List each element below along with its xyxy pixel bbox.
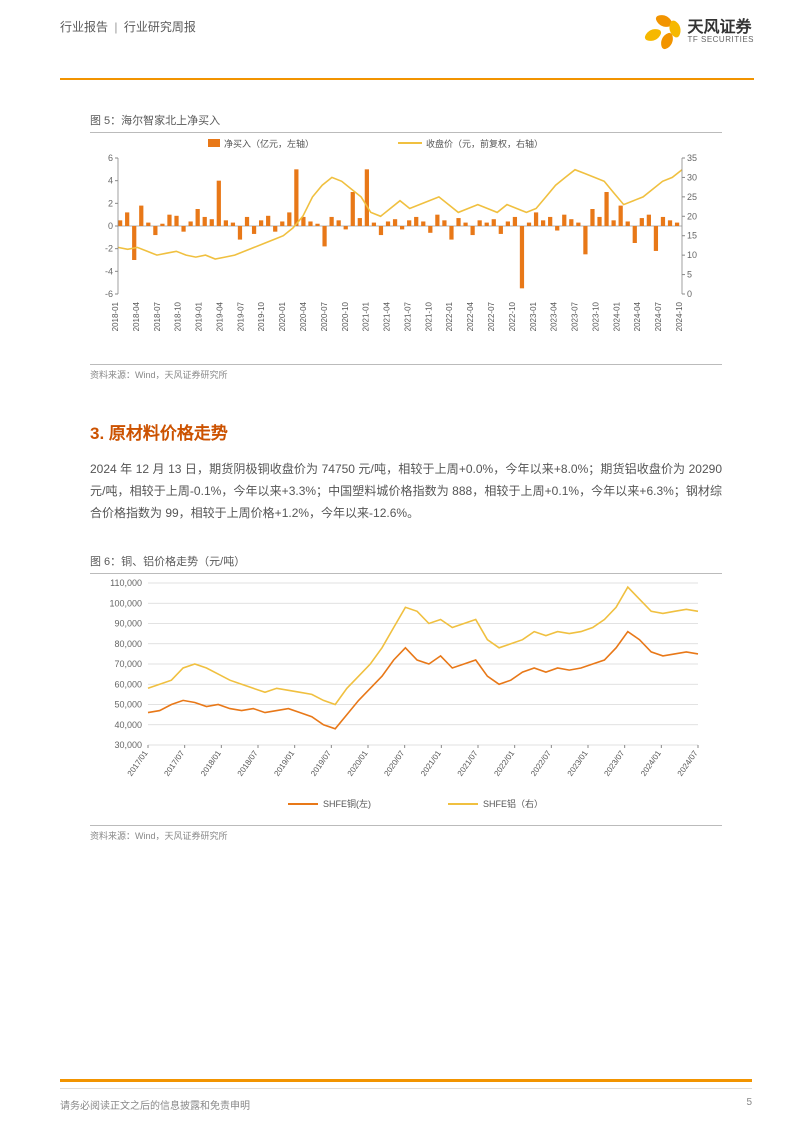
svg-text:40,000: 40,000	[114, 719, 142, 729]
svg-text:SHFE铝（右）: SHFE铝（右）	[483, 798, 543, 809]
report-subcategory: 行业研究周报	[124, 20, 196, 34]
logo-text-en: TF SECURITIES	[687, 36, 754, 45]
svg-text:2019-01: 2019-01	[195, 301, 204, 331]
chart6-block: 图 6：铜、铝价格走势（元/吨） 30,000 40,000 50,000 60,00…	[90, 553, 722, 842]
svg-text:2020/07: 2020/07	[382, 748, 406, 777]
svg-text:4: 4	[108, 176, 113, 186]
svg-text:30: 30	[687, 172, 697, 182]
footer-disclaimer: 请务必阅读正文之后的信息披露和免责申明	[60, 1097, 250, 1112]
logo-icon	[646, 14, 682, 50]
svg-text:2023/01: 2023/01	[566, 748, 590, 777]
report-category: 行业报告	[60, 20, 108, 34]
svg-text:2022-07: 2022-07	[487, 301, 496, 331]
svg-text:80,000: 80,000	[114, 638, 142, 648]
svg-text:20: 20	[687, 211, 697, 221]
svg-text:2021/07: 2021/07	[456, 748, 480, 777]
svg-text:2024/07: 2024/07	[676, 748, 700, 777]
svg-text:2019/01: 2019/01	[272, 748, 296, 777]
svg-text:2017/01: 2017/01	[126, 748, 150, 777]
logo-text-cn: 天风证券	[687, 19, 754, 37]
svg-text:2020-01: 2020-01	[278, 301, 287, 331]
svg-text:收盘价（元，前复权，右轴）: 收盘价（元，前复权，右轴）	[426, 138, 543, 149]
svg-text:-2: -2	[105, 244, 113, 254]
page-footer: 请务必阅读正文之后的信息披露和免责申明 5	[0, 1069, 802, 1133]
svg-text:2019-04: 2019-04	[215, 301, 224, 331]
svg-text:2024-04: 2024-04	[633, 301, 642, 331]
svg-text:2021-01: 2021-01	[362, 301, 371, 331]
svg-text:2023-10: 2023-10	[591, 301, 600, 331]
chart5-block: 图 5：海尔智家北上净买入 净买入（亿元，左轴） 收盘价（元，前复权，右轴） -6 -…	[90, 112, 722, 381]
svg-text:50,000: 50,000	[114, 699, 142, 709]
svg-text:SHFE铜(左): SHFE铜(左)	[323, 798, 371, 809]
svg-text:2022/07: 2022/07	[529, 748, 553, 777]
svg-text:0: 0	[687, 289, 692, 299]
svg-text:2020-10: 2020-10	[341, 301, 350, 331]
svg-text:2018-10: 2018-10	[174, 301, 183, 331]
svg-text:2020-07: 2020-07	[320, 301, 329, 331]
svg-text:2017/07: 2017/07	[162, 748, 186, 777]
section3-body: 2024 年 12 月 13 日，期货阴极铜收盘价为 74750 元/吨，相较于…	[90, 458, 722, 525]
svg-text:5: 5	[687, 270, 692, 280]
svg-text:2024/01: 2024/01	[639, 748, 663, 777]
svg-text:2018-01: 2018-01	[111, 301, 120, 331]
svg-text:2022/01: 2022/01	[492, 748, 516, 777]
svg-text:2018-07: 2018-07	[153, 301, 162, 331]
separator: |	[114, 20, 117, 34]
svg-text:10: 10	[687, 250, 697, 260]
svg-text:100,000: 100,000	[109, 598, 142, 608]
svg-text:2018/07: 2018/07	[236, 748, 260, 777]
svg-text:2020/01: 2020/01	[346, 748, 370, 777]
footer-page-number: 5	[746, 1097, 752, 1112]
svg-text:2022-04: 2022-04	[466, 301, 475, 331]
svg-text:2022-01: 2022-01	[445, 301, 454, 331]
page-content: 图 5：海尔智家北上净买入 净买入（亿元，左轴） 收盘价（元，前复权，右轴） -6 -…	[0, 80, 802, 842]
chart5-canvas: 净买入（亿元，左轴） 收盘价（元，前复权，右轴） -6 -4 -2 0 2 4 6 0 5 10 15 2…	[90, 136, 722, 361]
svg-text:2023-01: 2023-01	[529, 301, 538, 331]
svg-text:2023-04: 2023-04	[550, 301, 559, 331]
section3-heading: 3. 原材料价格走势	[90, 419, 722, 444]
svg-text:35: 35	[687, 153, 697, 163]
svg-text:60,000: 60,000	[114, 679, 142, 689]
chart6-title: 图 6：铜、铝价格走势（元/吨）	[90, 553, 722, 574]
svg-text:-4: -4	[105, 266, 113, 276]
chart5-title: 图 5：海尔智家北上净买入	[90, 112, 722, 133]
svg-text:70,000: 70,000	[114, 659, 142, 669]
svg-text:90,000: 90,000	[114, 618, 142, 628]
svg-text:2021-10: 2021-10	[424, 301, 433, 331]
svg-text:2021-07: 2021-07	[403, 301, 412, 331]
svg-text:2022-10: 2022-10	[508, 301, 517, 331]
svg-text:2018-04: 2018-04	[132, 301, 141, 331]
svg-text:2020-04: 2020-04	[299, 301, 308, 331]
svg-text:2018/01: 2018/01	[199, 748, 223, 777]
svg-text:2: 2	[108, 198, 113, 208]
svg-text:2024-10: 2024-10	[675, 301, 684, 331]
svg-text:2021/01: 2021/01	[419, 748, 443, 777]
svg-text:2019/07: 2019/07	[309, 748, 333, 777]
chart6-canvas: 30,000 40,000 50,000 60,000 70,000 80,000 90,0…	[90, 577, 722, 822]
company-logo: 天风证券 TF SECURITIES	[646, 14, 754, 50]
svg-text:-6: -6	[105, 289, 113, 299]
svg-text:30,000: 30,000	[114, 740, 142, 750]
chart5-svg: 净买入（亿元，左轴） 收盘价（元，前复权，右轴） -6 -4 -2 0 2 4 6 0 5 10 15 2…	[90, 136, 710, 356]
svg-text:110,000: 110,000	[110, 578, 142, 588]
chart5-source: 资料来源：Wind，天风证券研究所	[90, 364, 722, 381]
footer-divider-orange	[60, 1079, 752, 1082]
svg-text:净买入（亿元，左轴）: 净买入（亿元，左轴）	[224, 138, 314, 149]
svg-text:25: 25	[687, 192, 697, 202]
svg-text:2023-07: 2023-07	[571, 301, 580, 331]
svg-text:2019-10: 2019-10	[257, 301, 266, 331]
svg-text:2024-07: 2024-07	[654, 301, 663, 331]
chart6-source: 资料来源：Wind，天风证券研究所	[90, 825, 722, 842]
footer-divider-gray	[60, 1088, 752, 1089]
svg-text:6: 6	[108, 153, 113, 163]
chart6-svg: 30,000 40,000 50,000 60,000 70,000 80,000 90,0…	[90, 577, 710, 817]
svg-text:2024-01: 2024-01	[612, 301, 621, 331]
svg-text:2021-04: 2021-04	[383, 301, 392, 331]
svg-text:15: 15	[687, 231, 697, 241]
svg-text:0: 0	[108, 221, 113, 231]
page-header: 行业报告 | 行业研究周报 天风证券 TF SECURITIES	[0, 0, 802, 70]
svg-text:2019-07: 2019-07	[236, 301, 245, 331]
svg-text:2023/07: 2023/07	[602, 748, 626, 777]
